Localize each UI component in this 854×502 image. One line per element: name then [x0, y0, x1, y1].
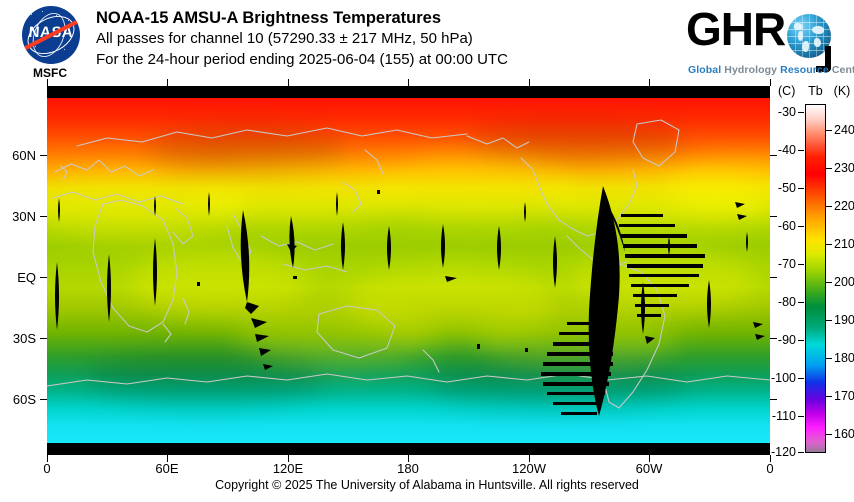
colorbar-celsius-80: -80: [777, 295, 796, 309]
brightness-temperature-map[interactable]: [47, 86, 770, 455]
colorbar-celsius-60: -60: [777, 219, 796, 233]
title-block: NOAA-15 AMSU-A Brightness Temperatures A…: [96, 8, 508, 70]
colorbar-kelvin-160: 160: [834, 427, 854, 441]
y-axis-label-30n: 30N: [12, 209, 36, 224]
y-axis-label-60n: 60N: [12, 148, 36, 163]
colorbar-kelvin-240: 240: [834, 123, 854, 137]
nasa-center-label: MSFC: [33, 66, 67, 80]
ghrc-wordmark: GHR: [686, 3, 786, 55]
colorbar-unit-celsius: (C): [778, 84, 796, 98]
ghrc-logo: GHR Global Hydrology Resource Center: [686, 3, 854, 78]
colorbar-kelvin-200: 200: [834, 275, 854, 289]
y-axis-label-60s: 60S: [12, 392, 36, 407]
x-axis-label-360: 0: [766, 461, 774, 476]
y-axis-label-eq: EQ: [17, 270, 36, 285]
colorbar-celsius-30: -30: [777, 105, 796, 119]
colorbar-quantity: Tb: [808, 84, 823, 98]
temperature-field: [47, 98, 770, 443]
page-subtitle-channel: All passes for channel 10 (57290.33 ± 21…: [96, 30, 473, 47]
ghrc-c-hook: [816, 46, 831, 72]
ghrc-tagline-word-global: Global: [688, 64, 725, 76]
colorbar-header: (C) Tb (K): [778, 84, 850, 98]
x-axis-label-60w: 60W: [635, 461, 663, 476]
x-axis-label-120w: 120W: [512, 461, 546, 476]
colorbar-kelvin-180: 180: [834, 351, 854, 365]
ghrc-tagline-word-resource: Resource: [780, 64, 832, 76]
colorbar-kelvin-210: 210: [834, 237, 854, 251]
ghrc-tagline-word-hydrology: Hydrology: [724, 64, 781, 76]
page-title: NOAA-15 AMSU-A Brightness Temperatures: [96, 9, 442, 27]
colorbar-celsius-70: -70: [777, 257, 796, 271]
colorbar-celsius-40: -40: [777, 143, 796, 157]
colorbar-unit-kelvin: (K): [833, 84, 851, 98]
x-axis-label-0: 0: [43, 461, 51, 476]
colorbar-gradient[interactable]: [805, 104, 826, 453]
nasa-meatball-icon: NASA: [22, 6, 80, 64]
colorbar-celsius-100: -100: [770, 371, 796, 385]
header: NASA MSFC NOAA-15 AMSU-A Brightness Temp…: [0, 0, 854, 86]
page-subtitle-period: For the 24-hour period ending 2025-06-04…: [96, 51, 508, 68]
copyright-notice: Copyright © 2025 The University of Alaba…: [215, 478, 639, 492]
globe-icon: [787, 14, 831, 58]
x-axis-label-60e: 60E: [155, 461, 179, 476]
colorbar-kelvin-220: 220: [834, 199, 854, 213]
y-axis-label-30s: 30S: [12, 331, 36, 346]
colorbar-kelvin-170: 170: [834, 389, 854, 403]
nasa-logo: NASA MSFC: [14, 4, 86, 84]
colorbar-kelvin-190: 190: [834, 313, 854, 327]
x-axis-label-180: 180: [397, 461, 419, 476]
colorbar-celsius-110: -110: [771, 409, 796, 423]
colorbar-celsius-90: -90: [777, 333, 796, 347]
colorbar-kelvin-230: 230: [834, 161, 854, 175]
x-axis-label-120e: 120E: [272, 461, 304, 476]
colorbar-celsius-50: -50: [777, 181, 796, 195]
ghrc-tagline: Global Hydrology Resource Center: [688, 64, 854, 76]
colorbar-celsius-120: -120: [770, 445, 796, 459]
ghrc-tagline-word-center: Center: [831, 64, 854, 76]
